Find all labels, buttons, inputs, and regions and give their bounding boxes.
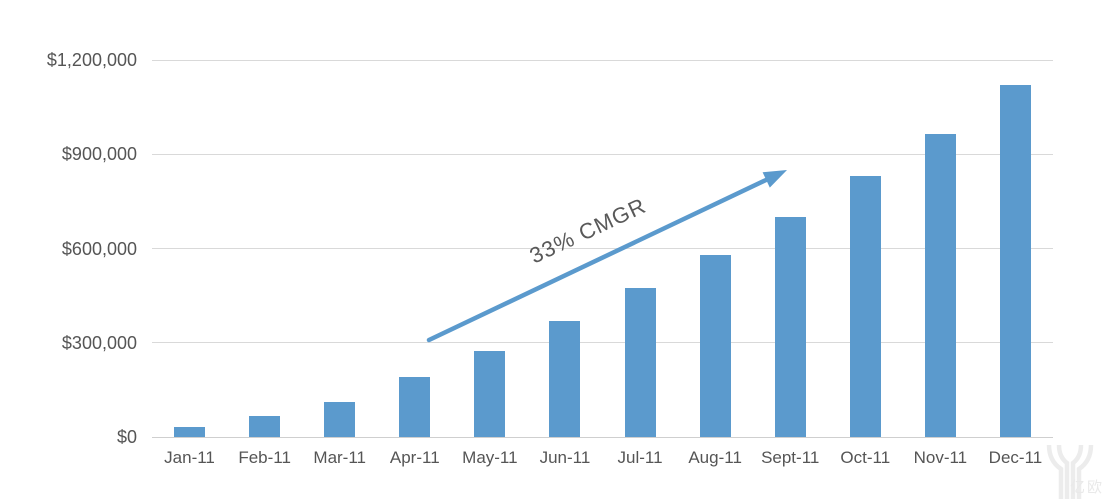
x-axis-tick-label-Aug-11: Aug-11 <box>688 448 742 467</box>
y-axis-tick-label: $0 <box>116 427 137 447</box>
bar-Nov-11 <box>924 133 956 437</box>
gridline-$900,000 <box>152 153 1053 155</box>
x-axis-tick-label-Feb-11: Feb-11 <box>238 448 291 467</box>
x-axis-tick-label-Jul-11: Jul-11 <box>617 448 663 467</box>
gridline-$0 <box>152 436 1053 438</box>
bar-Oct-11 <box>849 176 881 437</box>
x-axis-tick-label-Sept-11: Sept-11 <box>761 448 820 467</box>
arrow-head-icon <box>762 170 787 188</box>
bar-Sept-11 <box>774 217 806 437</box>
bar-Aug-11 <box>699 254 731 437</box>
x-axis-tick-label-May-11: May-11 <box>462 448 518 467</box>
x-axis-tick-label-Apr-11: Apr-11 <box>389 448 440 467</box>
bar-Jul-11 <box>624 287 656 437</box>
x-axis-tick-label-Jan-11: Jan-11 <box>164 448 215 467</box>
cmgr-annotation-label: 33% CMGR <box>525 192 650 269</box>
bar-Dec-11 <box>999 85 1031 437</box>
gridline-$600,000 <box>152 248 1053 249</box>
watermark-text: 亿欧 <box>1070 479 1105 496</box>
bar-Jun-11 <box>549 320 581 437</box>
gridline-$1,200,000 <box>152 59 1053 61</box>
y-axis-tick-label: $1,200,000 <box>46 50 137 70</box>
bar-Feb-11 <box>249 416 281 437</box>
y-axis-tick-label: $300,000 <box>61 332 137 353</box>
x-axis-tick-label-Mar-11: Mar-11 <box>313 448 366 467</box>
y-axis-tick-label: $900,000 <box>61 144 137 165</box>
bar-Jan-11 <box>174 426 206 437</box>
y-axis-tick-label: $600,000 <box>61 238 137 259</box>
bar-Mar-11 <box>324 402 356 437</box>
bar-May-11 <box>474 350 506 437</box>
x-axis-tick-label-Dec-11: Dec-11 <box>988 448 1043 467</box>
x-axis-tick-label-Nov-11: Nov-11 <box>913 448 968 467</box>
yiou-logo-icon <box>1046 444 1094 499</box>
bar-Apr-11 <box>399 377 431 437</box>
gridline-$300,000 <box>152 342 1053 344</box>
watermark: 亿欧 <box>1046 444 1116 500</box>
x-axis-tick-label-Jun-11: Jun-11 <box>539 448 591 467</box>
x-axis-tick-label-Oct-11: Oct-11 <box>840 448 891 467</box>
